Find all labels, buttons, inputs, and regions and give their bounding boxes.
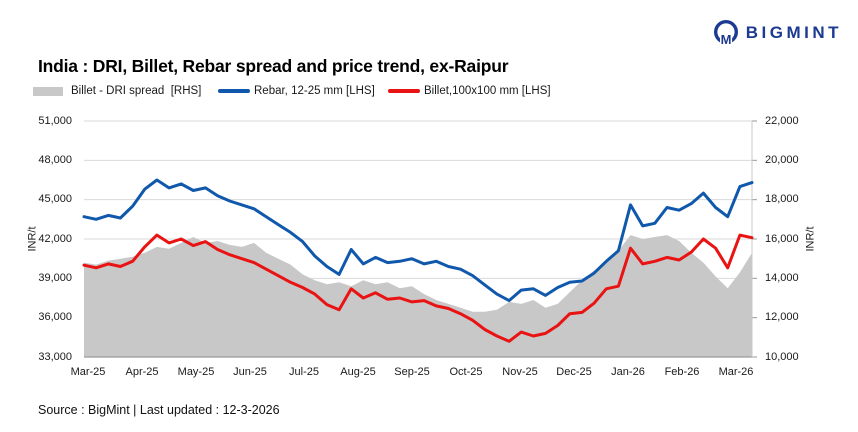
x-axis-tick-label: Jul-25 bbox=[289, 366, 319, 378]
billet-line bbox=[82, 233, 754, 343]
right-axis-tick-label: 12,000 bbox=[765, 311, 799, 324]
left-axis-tick-label: 33,000 bbox=[38, 350, 72, 363]
source-note: Source : BigMint | Last updated : 12-3-2… bbox=[38, 403, 280, 417]
x-axis-tick-label: Aug-25 bbox=[340, 366, 376, 378]
x-axis-tick-label: Jun-25 bbox=[233, 366, 267, 378]
chart-title: India : DRI, Billet, Rebar spread and pr… bbox=[38, 56, 509, 76]
x-axis-tick-label: Mar-26 bbox=[718, 366, 754, 378]
x-axis-tick-label: Dec-25 bbox=[556, 366, 592, 378]
left-axis-tick-label: 48,000 bbox=[38, 153, 72, 166]
x-axis-tick-label: Jan-26 bbox=[611, 366, 645, 378]
left-axis-unit: INR/t bbox=[26, 226, 39, 252]
x-axis-tick-label: Apr-25 bbox=[125, 366, 159, 378]
right-axis-tick-label: 14,000 bbox=[765, 271, 799, 284]
spread-swatch-icon bbox=[33, 86, 63, 96]
svg-text:M: M bbox=[720, 32, 731, 47]
right-axis-tick-label: 16,000 bbox=[765, 232, 799, 245]
right-axis-tick-label: 20,000 bbox=[765, 153, 799, 166]
billet-swatch-icon bbox=[388, 89, 420, 93]
x-axis-tick-label: Mar-25 bbox=[70, 366, 106, 378]
left-axis-tick-label: 36,000 bbox=[38, 311, 72, 324]
x-axis-tick-label: Sep-25 bbox=[394, 366, 430, 378]
legend-label-billet: Billet,100x100 mm [LHS] bbox=[424, 85, 551, 97]
x-axis-tick-label: Oct-25 bbox=[449, 366, 483, 378]
legend-item-billet: Billet,100x100 mm [LHS] bbox=[388, 85, 551, 97]
plot-area: INR/t INR/t 51,000 48,000 45,000 42,000 39,0… bbox=[27, 115, 817, 379]
chart-legend: Billet - DRI spread [RHS] Rebar, 12-25 m… bbox=[0, 85, 858, 103]
right-axis-tick-label: 22,000 bbox=[765, 114, 799, 127]
rebar-line bbox=[82, 178, 754, 303]
left-axis-tick-label: 42,000 bbox=[38, 232, 72, 245]
spread-area bbox=[84, 235, 752, 357]
bigmint-logo-text: BIGMINT bbox=[745, 23, 842, 42]
legend-label-rebar: Rebar, 12-25 mm [LHS] bbox=[254, 85, 375, 97]
left-axis-tick-label: 39,000 bbox=[38, 271, 72, 284]
bigmint-logo: M BIGMINT bbox=[712, 19, 842, 47]
legend-label-spread: Billet - DRI spread [RHS] bbox=[71, 85, 202, 97]
left-axis-tick-label: 51,000 bbox=[38, 114, 72, 127]
rebar-swatch-icon bbox=[218, 89, 250, 93]
bigmint-logo-icon: M bbox=[713, 19, 738, 47]
left-axis-tick-label: 45,000 bbox=[38, 193, 72, 206]
x-axis-tick-label: May-25 bbox=[177, 366, 215, 378]
right-axis-unit: INR/t bbox=[804, 226, 817, 252]
legend-item-spread: Billet - DRI spread [RHS] bbox=[33, 85, 201, 97]
chart-svg bbox=[82, 120, 757, 358]
x-axis-tick-label: Feb-26 bbox=[664, 366, 700, 378]
right-axis-tick-label: 18,000 bbox=[765, 193, 799, 206]
right-axis-tick-label: 10,000 bbox=[765, 350, 799, 363]
legend-item-rebar: Rebar, 12-25 mm [LHS] bbox=[218, 85, 375, 97]
x-axis-tick-label: Nov-25 bbox=[502, 366, 538, 378]
